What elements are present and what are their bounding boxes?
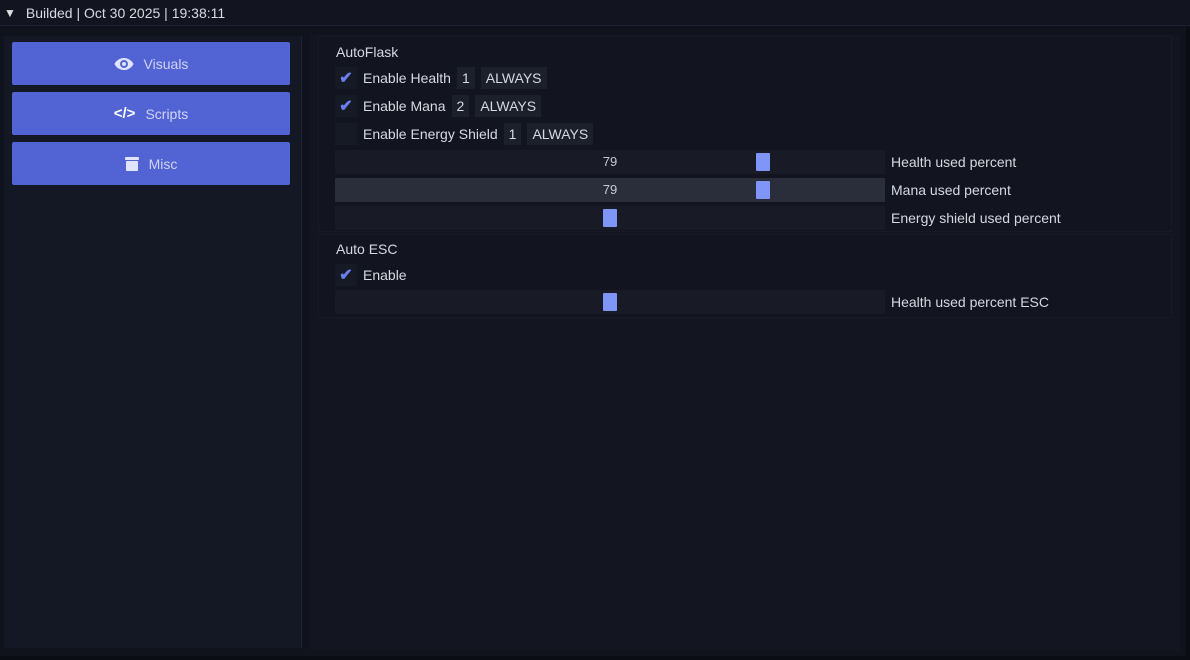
window-title: Builded | Oct 30 2025 | 19:38:11: [25, 4, 226, 21]
enable-health-row: ✔ Enable Health 1 ALWAYS: [335, 66, 547, 90]
enable-mana-checkbox[interactable]: ✔: [335, 95, 357, 117]
sidebar-item-visuals[interactable]: Visuals: [12, 42, 290, 85]
sidebar-item-label: Misc: [148, 155, 178, 172]
slider-grab[interactable]: [603, 293, 617, 311]
slider-grab[interactable]: [756, 153, 771, 171]
content-panel: AutoFlask ✔ Enable Health 1 ALWAYS ✔ Ena…: [310, 34, 1180, 650]
sidebar-item-misc[interactable]: Misc: [12, 142, 290, 185]
enable-energy-shield-row: Enable Energy Shield 1 ALWAYS: [335, 122, 594, 146]
eye-icon: [114, 57, 134, 70]
health-esc-percent-slider[interactable]: 50: [335, 290, 885, 314]
slider-grab[interactable]: [756, 181, 771, 199]
slider-label: Health used percent: [891, 154, 1017, 170]
box-icon: [124, 156, 139, 171]
enable-energy-shield-checkbox[interactable]: [335, 123, 357, 145]
enable-health-checkbox[interactable]: ✔: [335, 67, 357, 89]
enable-esc-checkbox[interactable]: ✔: [335, 264, 357, 286]
autoesc-section: Auto ESC ✔ Enable 50 Health used percent…: [318, 234, 1172, 318]
section-header: AutoFlask: [336, 44, 399, 60]
sidebar: Visuals </> Scripts Misc: [4, 36, 302, 648]
slider-label: Mana used percent: [891, 182, 1011, 198]
slider-label: Health used percent ESC: [891, 294, 1049, 310]
mana-percent-slider[interactable]: 79: [335, 178, 885, 202]
collapse-triangle-icon[interactable]: ▼: [4, 5, 16, 20]
key-field[interactable]: 1: [503, 123, 522, 145]
slider-value: 79: [602, 182, 618, 197]
checkbox-label: Enable: [363, 267, 407, 283]
energy-shield-percent-slider[interactable]: 50: [335, 206, 885, 230]
checkbox-label: Enable Mana: [363, 98, 446, 114]
sidebar-item-scripts[interactable]: </> Scripts: [12, 92, 290, 135]
key-field[interactable]: 2: [451, 95, 470, 117]
slider-label: Energy shield used percent: [891, 210, 1061, 226]
title-bar: ▼ Builded | Oct 30 2025 | 19:38:11: [0, 0, 1190, 26]
enable-esc-row: ✔ Enable: [335, 263, 407, 287]
main-window: Visuals </> Scripts Misc AutoFlask ✔ Ena…: [0, 26, 1186, 656]
mode-field[interactable]: ALWAYS: [527, 123, 594, 145]
enable-mana-row: ✔ Enable Mana 2 ALWAYS: [335, 94, 542, 118]
checkbox-label: Enable Energy Shield: [363, 126, 498, 142]
mode-field[interactable]: ALWAYS: [480, 67, 547, 89]
sidebar-item-label: Visuals: [143, 55, 189, 72]
slider-value: 79: [602, 154, 618, 169]
slider-grab[interactable]: [603, 209, 617, 227]
code-icon: </>: [113, 105, 136, 122]
key-field[interactable]: 1: [456, 67, 475, 89]
autoflask-section: AutoFlask ✔ Enable Health 1 ALWAYS ✔ Ena…: [318, 36, 1172, 232]
checkbox-label: Enable Health: [363, 70, 451, 86]
health-percent-slider[interactable]: 79: [335, 150, 885, 174]
sidebar-item-label: Scripts: [145, 105, 189, 122]
mode-field[interactable]: ALWAYS: [475, 95, 542, 117]
section-header: Auto ESC: [336, 241, 398, 257]
